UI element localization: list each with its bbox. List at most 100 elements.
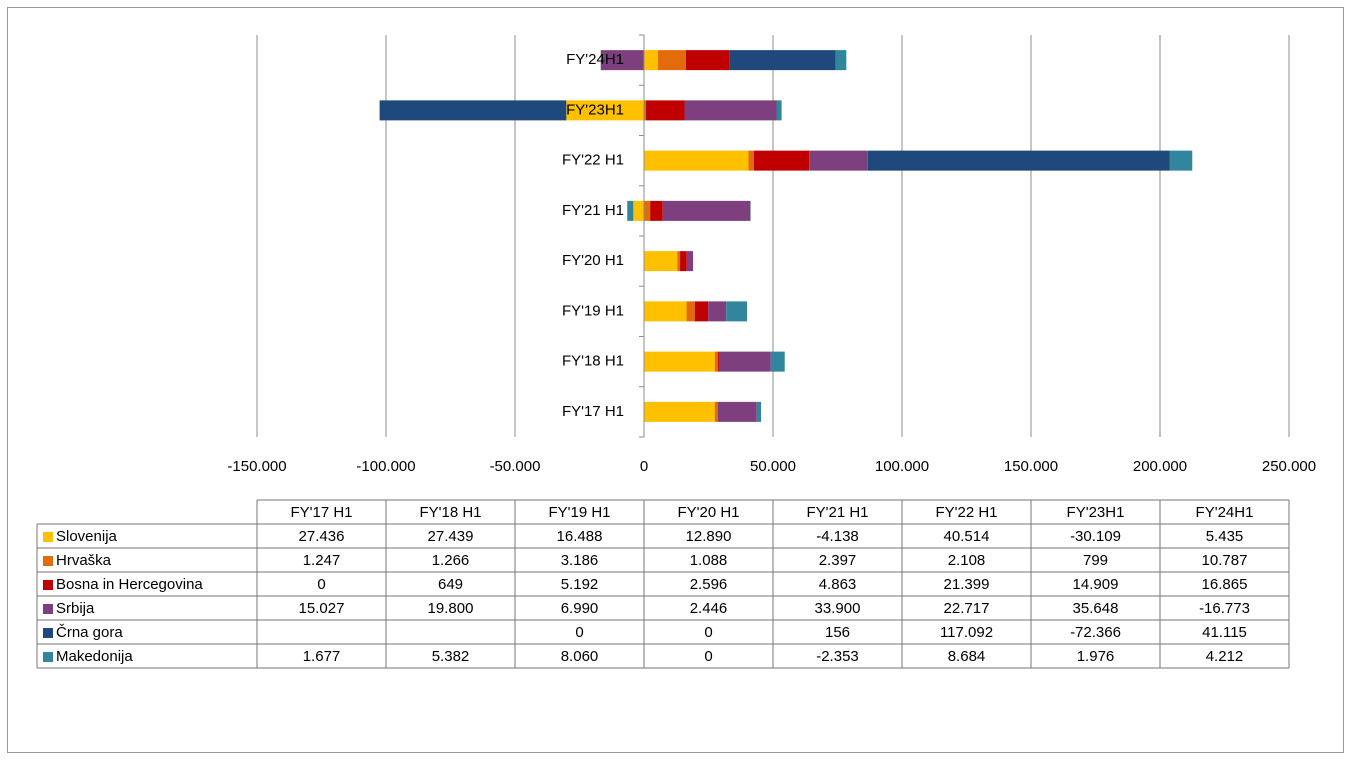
table-cell: 1.247 (303, 552, 341, 569)
bar-segment (867, 150, 1170, 171)
bar-segment (726, 301, 747, 322)
table-cell: 799 (1083, 552, 1108, 569)
table-cell: 40.514 (944, 528, 990, 545)
table-cell: 27.436 (299, 528, 345, 545)
bar-segment (835, 50, 847, 71)
bar-segment (729, 50, 836, 71)
table-cell: 21.399 (944, 576, 990, 593)
table-cell: 8.060 (561, 648, 599, 665)
legend-label: Makedonija (56, 648, 133, 665)
table-cell: 22.717 (944, 600, 990, 617)
x-tick-label: -100.000 (356, 458, 415, 475)
chart-border (7, 7, 1344, 753)
table-cell: 649 (438, 576, 463, 593)
bar-segment (753, 150, 810, 171)
bar-segment (644, 150, 749, 171)
x-tick-label: 100.000 (875, 458, 929, 475)
bar-segment (809, 150, 868, 171)
bar-segment (662, 200, 751, 221)
bar-segment (756, 401, 762, 422)
bar-segment (684, 100, 777, 121)
table-cell: -4.138 (816, 528, 859, 545)
table-cell: -72.366 (1070, 624, 1121, 641)
bar-segment (718, 401, 757, 422)
table-cell: 1.266 (432, 552, 470, 569)
table-cell: 5.192 (561, 576, 599, 593)
legend-label: Hrvaška (56, 552, 112, 569)
table-cell: 2.596 (690, 576, 728, 593)
table-cell: 2.108 (948, 552, 986, 569)
legend-swatch (43, 556, 53, 566)
table-cell: 4.212 (1206, 648, 1244, 665)
table-cell: 19.800 (428, 600, 474, 617)
bar-segment (714, 351, 719, 372)
table-cell: 0 (704, 648, 712, 665)
bar-segment (718, 351, 720, 372)
y-tick-label: FY'24H1 (566, 51, 624, 68)
bar-segment (633, 200, 644, 221)
table-cell: 1.088 (690, 552, 728, 569)
table-cell: 6.990 (561, 600, 599, 617)
bar-segment (1169, 150, 1193, 171)
bar-segment (646, 100, 685, 121)
y-tick-label: FY'22 H1 (562, 152, 624, 169)
table-cell: 33.900 (815, 600, 861, 617)
table-cell: 0 (317, 576, 325, 593)
y-tick-label: FY'17 H1 (562, 403, 624, 420)
bar-segment (770, 351, 785, 372)
bar-segment (719, 351, 771, 372)
table-cell: 16.865 (1202, 576, 1248, 593)
x-tick-label: 0 (640, 458, 648, 475)
table-cell: 12.890 (686, 528, 732, 545)
table-cell: 156 (825, 624, 850, 641)
x-tick-label: 50.000 (750, 458, 796, 475)
bar-segment (748, 150, 754, 171)
table-cell: 27.439 (428, 528, 474, 545)
bar-segment (644, 301, 687, 322)
legend-swatch (43, 580, 53, 590)
table-header: FY'19 H1 (548, 504, 610, 521)
table-header: FY'20 H1 (677, 504, 739, 521)
table-cell: -2.353 (816, 648, 859, 665)
bar-segment (686, 251, 694, 272)
table-cell: 1.976 (1077, 648, 1115, 665)
y-tick-label: FY'20 H1 (562, 252, 624, 269)
table-cell: 35.648 (1073, 600, 1119, 617)
bar-segment (708, 301, 727, 322)
table-cell: -30.109 (1070, 528, 1121, 545)
table-cell: 1.677 (303, 648, 341, 665)
x-tick-label: 150.000 (1004, 458, 1058, 475)
x-tick-label: 250.000 (1262, 458, 1316, 475)
bar-segment (714, 401, 719, 422)
table-cell: -16.773 (1199, 600, 1250, 617)
table-cell: 0 (704, 624, 712, 641)
bar-segment (627, 200, 634, 221)
bar-segment (658, 50, 686, 71)
legend-swatch (43, 652, 53, 662)
table-header: FY'22 H1 (935, 504, 997, 521)
table-cell: 5.435 (1206, 528, 1244, 545)
table-cell: 5.382 (432, 648, 470, 665)
bar-segment (677, 251, 681, 272)
table-cell: 4.863 (819, 576, 857, 593)
table-cell: 8.684 (948, 648, 986, 665)
legend-label: Črna gora (56, 624, 123, 641)
x-tick-label: -50.000 (490, 458, 541, 475)
table-cell: 10.787 (1202, 552, 1248, 569)
table-header: FY'21 H1 (806, 504, 868, 521)
table-header: FY'18 H1 (419, 504, 481, 521)
legend-label: Slovenija (56, 528, 118, 545)
table-cell: 117.092 (940, 624, 993, 641)
bar-segment (650, 200, 663, 221)
legend-swatch (43, 532, 53, 542)
y-tick-label: FY'23H1 (566, 101, 624, 118)
y-tick-label: FY'19 H1 (562, 302, 624, 319)
table-cell: 2.397 (819, 552, 857, 569)
table-header: FY'17 H1 (290, 504, 352, 521)
table-cell: 14.909 (1073, 576, 1119, 593)
table-header: FY'23H1 (1067, 504, 1125, 521)
table-cell: 16.488 (557, 528, 603, 545)
bar-segment (685, 50, 730, 71)
legend-label: Bosna in Hercegovina (56, 576, 203, 593)
